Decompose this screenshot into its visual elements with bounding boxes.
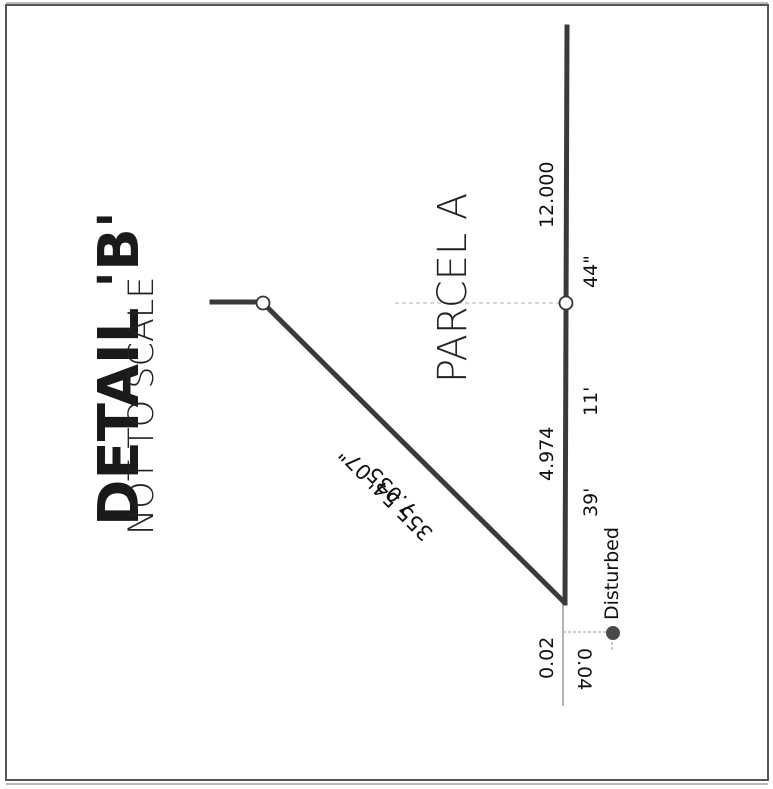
disturbed-monument-icon bbox=[606, 626, 620, 640]
offset-along-label: 0.02 bbox=[536, 637, 558, 679]
upper-distance-label: 12.000 bbox=[536, 162, 558, 228]
offset-perpendicular-label: 0.04 bbox=[573, 648, 595, 690]
detail-title: DETAIL 'B' bbox=[87, 211, 152, 526]
detail-subtitle: NOT TO SCALE bbox=[122, 276, 162, 535]
drawing-frame bbox=[5, 4, 769, 781]
bearing-seconds-label: 44" bbox=[580, 255, 602, 288]
corner-point-top bbox=[255, 295, 271, 311]
bearing-degrees-label: 39' bbox=[580, 488, 602, 517]
bearing-minutes-label: 11' bbox=[580, 387, 602, 416]
parcel-label: PARCEL A bbox=[430, 193, 476, 383]
lower-distance-label: 4.974 bbox=[536, 427, 558, 481]
boundary-line-main bbox=[562, 24, 570, 606]
boundary-line-diagonal bbox=[260, 300, 568, 606]
disturbed-note: Disturbed bbox=[601, 527, 623, 620]
corner-point-mid bbox=[558, 295, 574, 311]
